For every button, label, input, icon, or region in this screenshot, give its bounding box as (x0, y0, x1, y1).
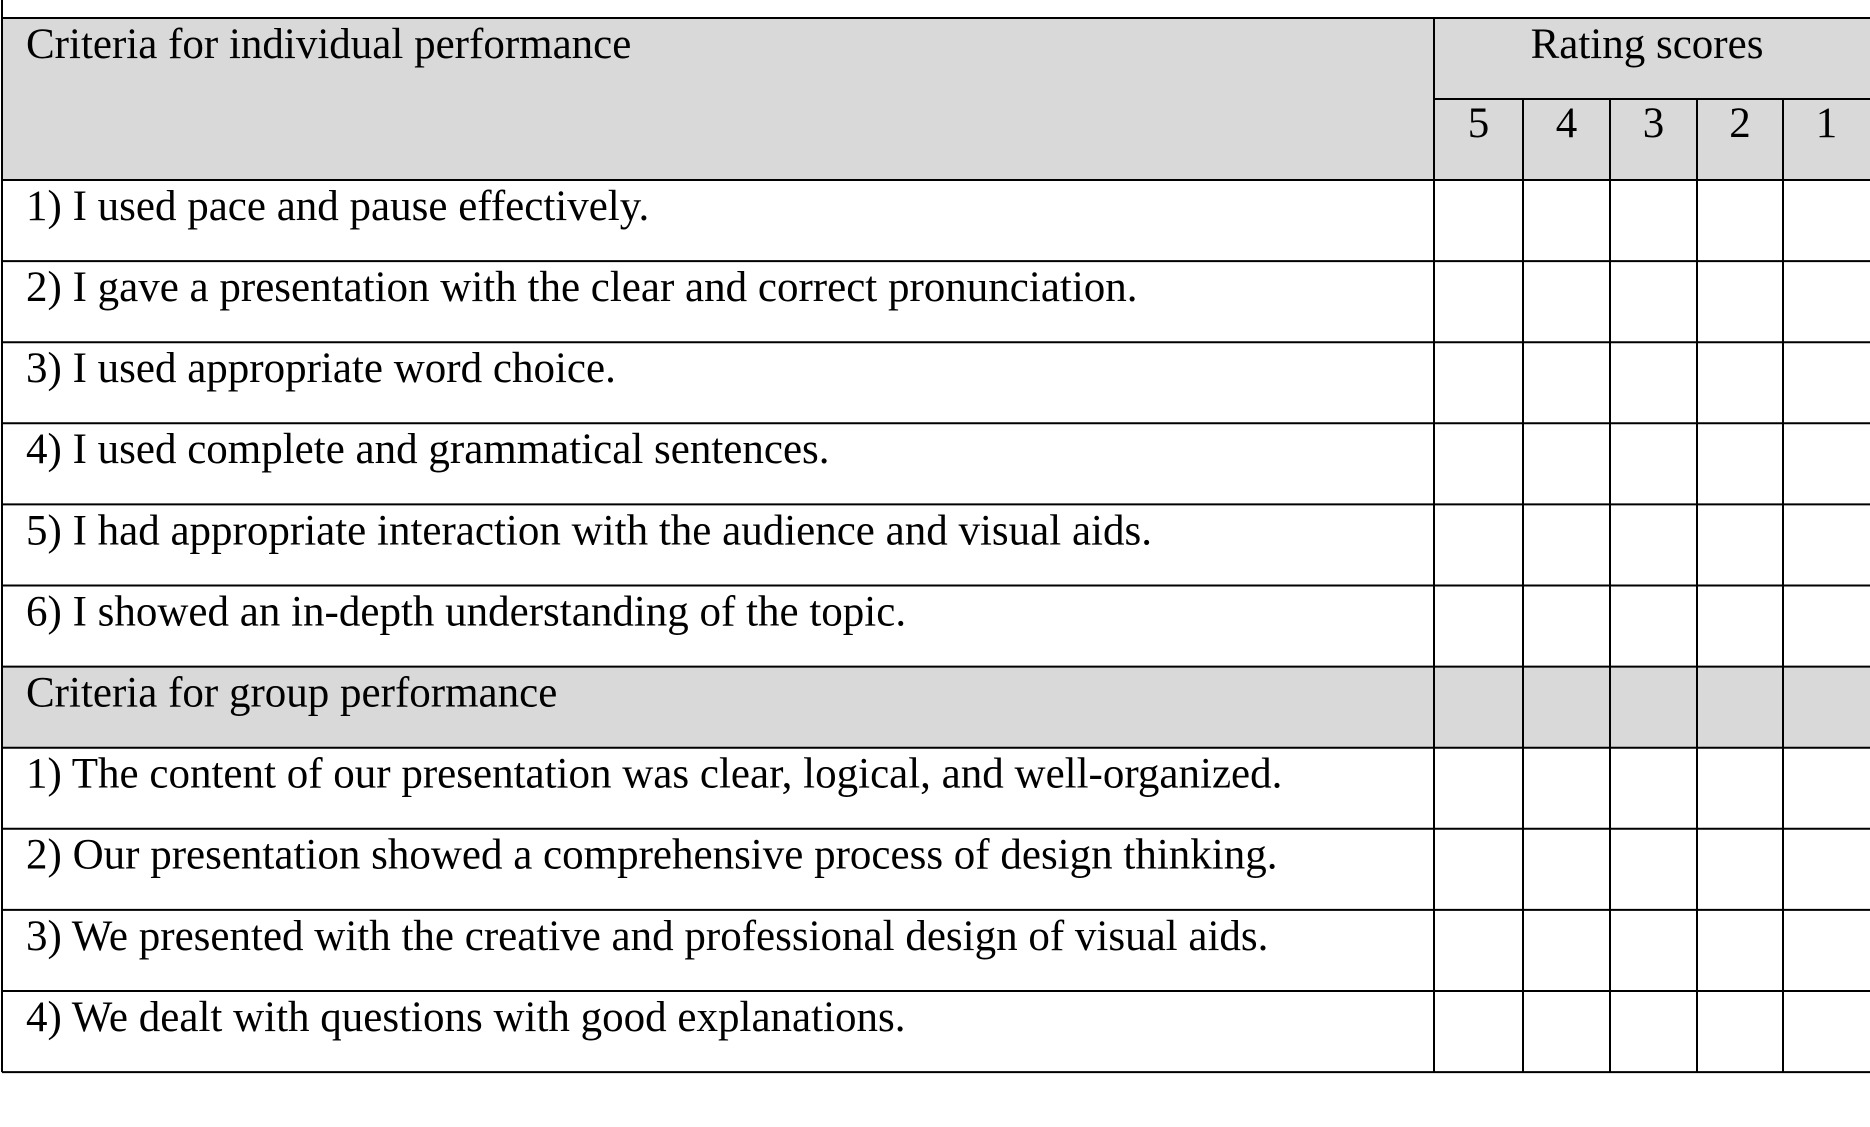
criterion: 3) We presented with the creative and pr… (26, 913, 1268, 960)
criterion: 3) I used appropriate word choice. (26, 345, 616, 392)
header-criteria: Criteria for individual performance (26, 21, 631, 68)
score-label: 1 (1816, 100, 1838, 147)
criterion: 5) I had appropriate interaction with th… (26, 507, 1152, 554)
score-label: 2 (1729, 100, 1751, 147)
score-label: 3 (1643, 100, 1665, 147)
group-header-bg (2, 666, 1870, 748)
criterion: 4) I used complete and grammatical sente… (26, 426, 830, 473)
criterion: 6) I showed an in-depth understanding of… (26, 588, 906, 635)
score-label: 4 (1556, 100, 1578, 147)
header-rating: Rating scores (1531, 21, 1764, 68)
score-label: 5 (1468, 100, 1490, 147)
criterion: 1) I used pace and pause effectively. (26, 183, 649, 230)
criterion: 2) Our presentation showed a comprehensi… (26, 832, 1277, 879)
criterion: 2) I gave a presentation with the clear … (26, 264, 1138, 311)
group-header: Criteria for group performance (26, 669, 557, 716)
criterion: 1) The content of our presentation was c… (26, 751, 1282, 798)
criterion: 4) We dealt with questions with good exp… (26, 994, 906, 1041)
